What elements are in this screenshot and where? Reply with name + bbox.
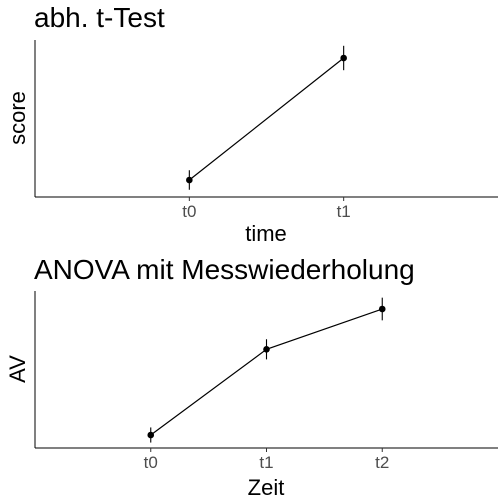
x-tick-label: t0 xyxy=(144,453,158,472)
series-line xyxy=(150,308,383,436)
chart-panel-2: ANOVA mit Messwiederholung AV Zeit t0 t1 t… xyxy=(5,254,498,500)
data-point xyxy=(186,176,193,184)
x-tick-label: t1 xyxy=(259,453,273,472)
x-ticks: t0 t1 xyxy=(182,197,351,221)
data-point xyxy=(263,346,270,353)
x-tick-label: t2 xyxy=(375,453,389,472)
y-axis-title: AV xyxy=(5,355,30,383)
data-point xyxy=(340,54,347,62)
y-axis-title: score xyxy=(5,91,30,145)
x-ticks: t0 t1 t2 xyxy=(144,448,389,472)
x-tick-label: t0 xyxy=(182,202,196,221)
series-line xyxy=(188,57,345,181)
chart-title: ANOVA mit Messwiederholung xyxy=(34,254,415,285)
data-marks xyxy=(186,45,347,190)
x-axis-title: time xyxy=(245,221,287,246)
data-point xyxy=(378,305,386,313)
x-tick-label: t1 xyxy=(337,202,351,221)
chart-panel-1: abh. t-Test score time t0 t1 xyxy=(5,2,498,246)
x-axis-title: Zeit xyxy=(248,475,285,500)
chart-title: abh. t-Test xyxy=(34,2,165,33)
data-marks xyxy=(147,297,386,443)
data-point xyxy=(147,431,155,439)
